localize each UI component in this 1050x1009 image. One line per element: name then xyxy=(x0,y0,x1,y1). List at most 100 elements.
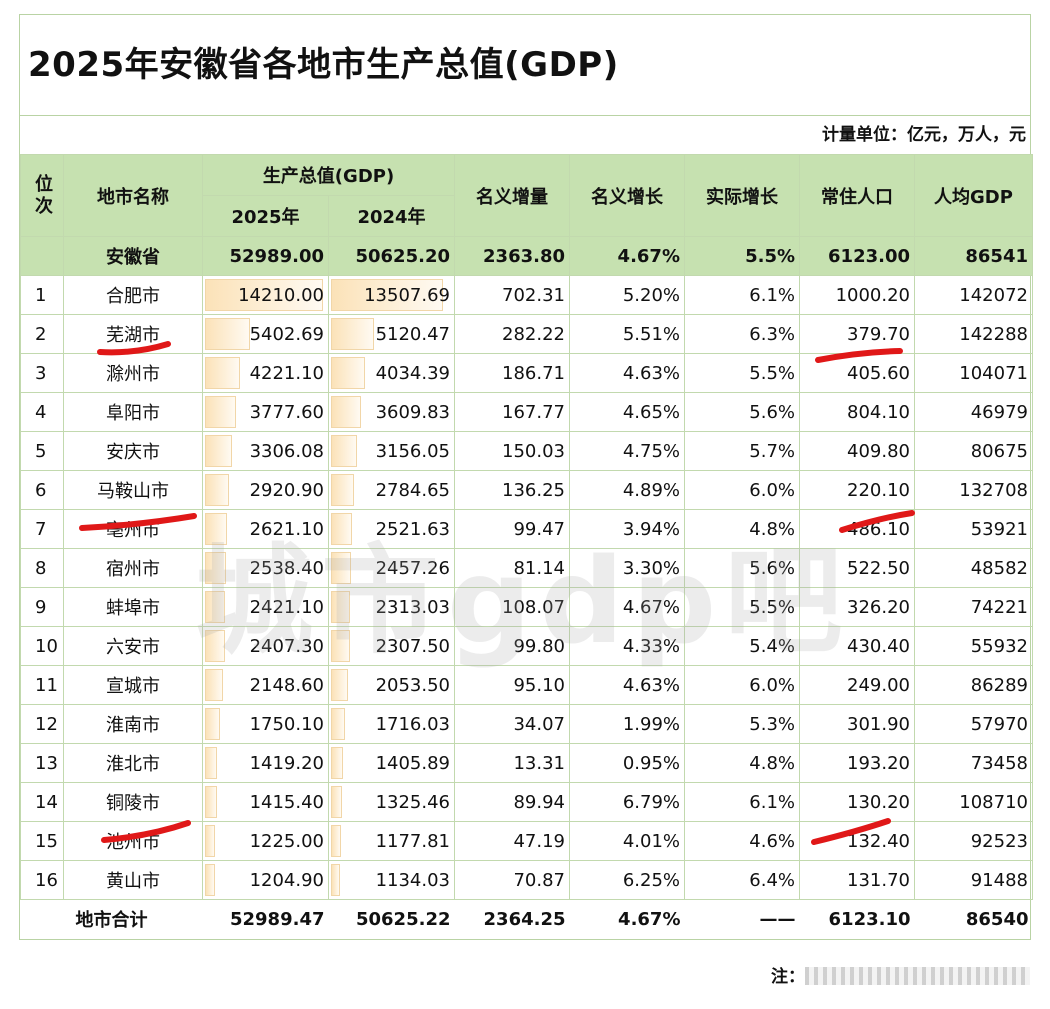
gdp-value: 2148.60 xyxy=(249,674,324,696)
population-cell: 220.10 xyxy=(799,470,915,510)
footnote: 注： xyxy=(771,962,1030,987)
real-growth-cell: 6.4% xyxy=(684,860,800,900)
gdp2024-cell: 2521.63 xyxy=(328,509,455,549)
gdp2025-cell: 4221.10 xyxy=(202,353,329,393)
city-cell: 滁州市 xyxy=(63,353,203,393)
real-growth-cell: 5.6% xyxy=(684,392,800,432)
gdp2024-cell: 5120.47 xyxy=(328,314,455,354)
gdp2025-cell: 3306.08 xyxy=(202,431,329,471)
gdp-value: 2521.63 xyxy=(375,518,450,540)
increase-cell: 34.07 xyxy=(454,704,570,744)
databar xyxy=(205,786,217,818)
nominal-growth-cell: 4.67% xyxy=(569,587,685,627)
gdp-value: 1177.81 xyxy=(375,830,450,852)
gdp-value: 2053.50 xyxy=(375,674,450,696)
databar xyxy=(205,630,225,662)
city-cell: 淮南市 xyxy=(63,704,203,744)
population-cell: 301.90 xyxy=(799,704,915,744)
city-cell: 淮北市 xyxy=(63,743,203,783)
per-capita-cell: 73458 xyxy=(914,743,1033,783)
gdp2025-cell: 2148.60 xyxy=(202,665,329,705)
table-row: 13 淮北市 1419.20 1405.89 13.31 0.95% 4.8% 193.20 7… xyxy=(20,743,1033,783)
gdp2025-cell: 14210.00 xyxy=(202,275,329,315)
footnote-blurred-text xyxy=(805,967,1030,985)
table-row: 7 亳州市 2621.10 2521.63 99.47 3.94% 4.8% 486.10 53… xyxy=(20,509,1033,549)
table-row: 5 安庆市 3306.08 3156.05 150.03 4.75% 5.7% 409.80 8… xyxy=(20,431,1033,471)
nominal-growth-cell: 4.01% xyxy=(569,821,685,861)
gdp-table: 位次 地市名称 生产总值(GDP) 名义增量 名义增长 实际增长 常住人口 人均… xyxy=(20,154,1033,939)
nominal-growth-cell: 4.75% xyxy=(569,431,685,471)
real-growth-cell: 5.3% xyxy=(684,704,800,744)
gdp-value: 1415.40 xyxy=(249,791,324,813)
nominal-growth-cell: 4.65% xyxy=(569,392,685,432)
table-row: 14 铜陵市 1415.40 1325.46 89.94 6.79% 6.1% 130.20 1… xyxy=(20,782,1033,822)
databar xyxy=(331,669,349,701)
city-cell: 亳州市 xyxy=(63,509,203,549)
per-capita-cell: 53921 xyxy=(914,509,1033,549)
gdp-value: 5402.69 xyxy=(249,323,324,345)
table-row: 6 马鞍山市 2920.90 2784.65 136.25 4.89% 6.0% 220.10… xyxy=(20,470,1033,510)
province-real: 5.5% xyxy=(684,236,800,276)
rank-cell: 10 xyxy=(20,626,64,666)
databar xyxy=(331,591,351,623)
databar xyxy=(331,474,355,506)
table-row: 11 宣城市 2148.60 2053.50 95.10 4.63% 6.0% 249.00 8… xyxy=(20,665,1033,705)
table-row: 4 阜阳市 3777.60 3609.83 167.77 4.65% 5.6% 804.10 4… xyxy=(20,392,1033,432)
databar xyxy=(331,513,352,545)
rank-cell: 14 xyxy=(20,782,64,822)
gdp-value: 5120.47 xyxy=(375,323,450,345)
population-cell: 249.00 xyxy=(799,665,915,705)
nominal-growth-cell: 4.89% xyxy=(569,470,685,510)
increase-cell: 186.71 xyxy=(454,353,570,393)
gdp2024-cell: 2053.50 xyxy=(328,665,455,705)
gdp-value: 4221.10 xyxy=(249,362,324,384)
city-cell: 宣城市 xyxy=(63,665,203,705)
gdp-value: 1419.20 xyxy=(249,752,324,774)
rank-cell: 15 xyxy=(20,821,64,861)
gdp2025-cell: 2407.30 xyxy=(202,626,329,666)
header-nominal-increase: 名义增量 xyxy=(454,154,570,237)
province-nominal: 4.67% xyxy=(569,236,685,276)
total-nominal: 4.67% xyxy=(618,908,681,930)
gdp2024-cell: 2307.50 xyxy=(328,626,455,666)
increase-cell: 81.14 xyxy=(454,548,570,588)
gdp2025-cell: 2538.40 xyxy=(202,548,329,588)
databar xyxy=(205,747,217,779)
city-cell: 宿州市 xyxy=(63,548,203,588)
city-cell: 芜湖市 xyxy=(63,314,203,354)
gdp2025-cell: 1750.10 xyxy=(202,704,329,744)
header-gdp: 生产总值(GDP) xyxy=(202,154,455,196)
gdp2024-cell: 3156.05 xyxy=(328,431,455,471)
city-cell: 铜陵市 xyxy=(63,782,203,822)
header-real-growth: 实际增长 xyxy=(684,154,800,237)
rank-cell: 11 xyxy=(20,665,64,705)
gdp2024-cell: 3609.83 xyxy=(328,392,455,432)
population-cell: 131.70 xyxy=(799,860,915,900)
rank-cell: 16 xyxy=(20,860,64,900)
city-cell: 六安市 xyxy=(63,626,203,666)
rank-cell: 1 xyxy=(20,275,64,315)
header-subrow: 2025年 2024年 xyxy=(21,195,1033,237)
header-row: 位次 地市名称 生产总值(GDP) 名义增量 名义增长 实际增长 常住人口 人均… xyxy=(20,154,1033,237)
population-cell: 379.70 xyxy=(799,314,915,354)
databar xyxy=(331,357,365,389)
total-real: —— xyxy=(759,908,796,930)
gdp-value: 1405.89 xyxy=(375,752,450,774)
gdp2024-cell: 2457.26 xyxy=(328,548,455,588)
gdp2025-cell: 3777.60 xyxy=(202,392,329,432)
nominal-growth-cell: 0.95% xyxy=(569,743,685,783)
databar xyxy=(205,435,233,467)
databar xyxy=(205,513,227,545)
gdp2024-cell: 1134.03 xyxy=(328,860,455,900)
databar xyxy=(205,669,223,701)
table-row: 15 池州市 1225.00 1177.81 47.19 4.01% 4.6% 132.40 9… xyxy=(20,821,1033,861)
gdp-value: 13507.69 xyxy=(364,284,450,306)
unit-note: 计量单位：亿元，万人，元 xyxy=(822,125,1026,145)
gdp2025-cell: 1225.00 xyxy=(202,821,329,861)
population-cell: 193.20 xyxy=(799,743,915,783)
city-cell: 蚌埠市 xyxy=(63,587,203,627)
province-gdp2024: 50625.20 xyxy=(328,236,455,276)
gdp2024-cell: 1716.03 xyxy=(328,704,455,744)
databar xyxy=(205,825,216,857)
increase-cell: 95.10 xyxy=(454,665,570,705)
